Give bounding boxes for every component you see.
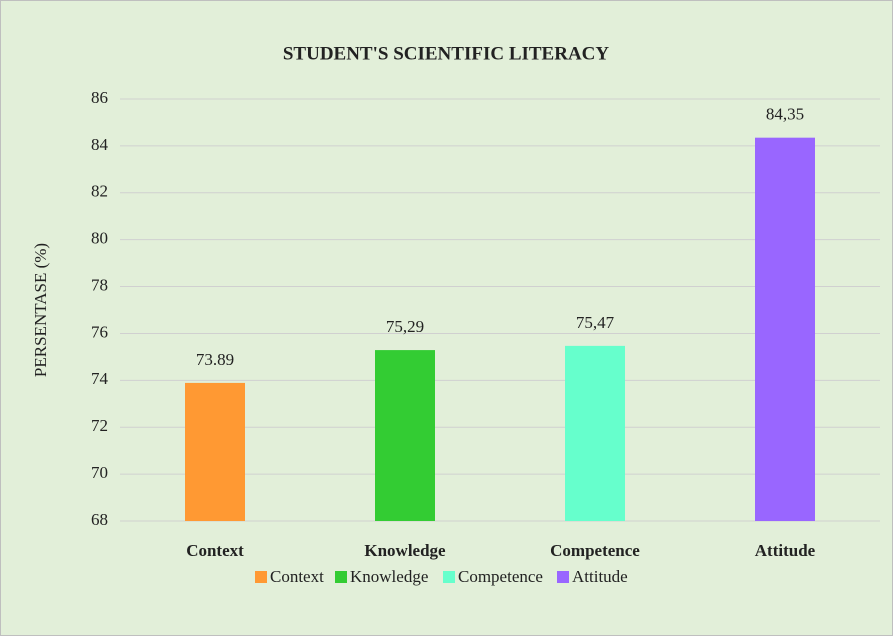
y-tick-label: 80 — [91, 229, 108, 248]
y-tick-label: 70 — [91, 463, 108, 482]
legend-label: Attitude — [572, 567, 628, 586]
y-axis-label: PERSENTASE (%) — [31, 243, 50, 377]
legend-label: Knowledge — [350, 567, 428, 586]
legend-label: Context — [270, 567, 324, 586]
legend-swatch — [335, 571, 347, 583]
y-tick-label: 82 — [91, 182, 108, 201]
y-tick-label: 68 — [91, 510, 108, 529]
y-tick-label: 84 — [91, 135, 109, 154]
data-label: 84,35 — [766, 105, 804, 124]
bar — [185, 382, 245, 521]
y-tick-label: 78 — [91, 275, 108, 294]
data-label: 75,29 — [386, 317, 424, 336]
legend-label: Competence — [458, 567, 543, 586]
y-tick-label: 76 — [91, 322, 108, 341]
x-tick-label: Context — [186, 541, 244, 560]
chart-title: STUDENT'S SCIENTIFIC LITERACY — [283, 43, 610, 64]
data-label: 73.89 — [196, 350, 234, 369]
legend-swatch — [255, 571, 267, 583]
x-tick-label: Competence — [550, 541, 640, 560]
bar — [375, 350, 435, 521]
y-tick-label: 74 — [91, 369, 109, 388]
x-tick-label: Knowledge — [364, 541, 446, 560]
bar — [565, 345, 625, 521]
data-label: 75,47 — [576, 313, 615, 332]
y-tick-label: 86 — [91, 88, 108, 107]
x-tick-label: Attitude — [755, 541, 816, 560]
legend-swatch — [443, 571, 455, 583]
bar — [755, 137, 815, 521]
y-tick-label: 72 — [91, 416, 108, 435]
legend-swatch — [557, 571, 569, 583]
